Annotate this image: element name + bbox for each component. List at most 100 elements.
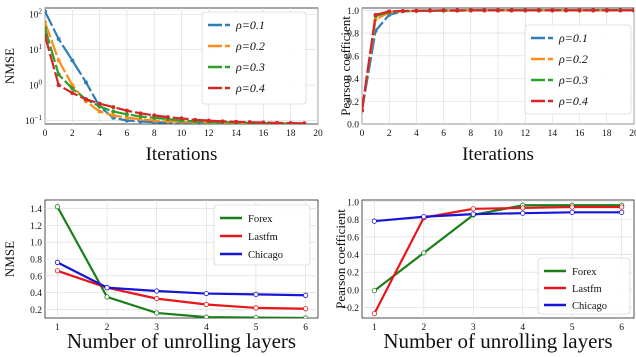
- y-tick-label: 0.8: [30, 256, 42, 266]
- data-point-0-2: [124, 115, 129, 120]
- data-point-lastfm: [154, 296, 160, 302]
- data-point-forex: [104, 294, 110, 300]
- data-point-0-4: [302, 121, 307, 124]
- data-point-0-4: [400, 8, 405, 13]
- x-tick-label: 5: [254, 323, 259, 333]
- legend-label-0-3: ρ=0.3: [235, 60, 265, 74]
- data-point-chicago: [470, 211, 476, 217]
- x-tick-label: 2: [105, 323, 110, 333]
- data-point-0-4: [482, 8, 487, 13]
- y-tick-base: 10: [29, 46, 39, 56]
- y-tick-label: 0.4: [347, 251, 359, 261]
- y-tick-exponent: 1: [39, 43, 43, 51]
- y-tick-exponent: 0: [39, 79, 43, 87]
- data-point-0-4: [509, 8, 514, 13]
- data-point-0-4: [455, 8, 460, 13]
- y-tick-label: 1.4: [30, 205, 42, 215]
- series-line-forex: [373, 204, 622, 292]
- x-tick-label: 2: [387, 129, 392, 139]
- x-tick-label: 6: [441, 129, 446, 139]
- data-point-chicago: [619, 209, 625, 215]
- series-line-chicago: [374, 211, 622, 223]
- data-point-0-4: [97, 101, 102, 106]
- y-axis-label: NMSE: [2, 48, 17, 84]
- chart-nmse-iter: 0 2 4 6 8 10 12 14 16 18 2010210110010−1Iterations…: [2, 7, 323, 165]
- legend-label-0-1: ρ=0.1: [235, 18, 265, 32]
- data-point-0-3: [70, 86, 75, 91]
- legend-label-lastfm: Lastfm: [248, 232, 278, 243]
- y-tick-label: 0.2: [30, 306, 42, 316]
- y-tick-base: 10: [29, 82, 39, 92]
- y-tick-label: 0.0: [347, 121, 359, 131]
- legend-label-forex: Forex: [572, 267, 597, 278]
- legend-box: [524, 24, 632, 115]
- data-point-0-4: [165, 115, 170, 120]
- data-point-chicago: [54, 259, 61, 265]
- data-point-lastfm: [302, 306, 309, 312]
- data-point-0-2: [45, 20, 47, 25]
- series-line-lastfm: [373, 205, 622, 315]
- data-point-forex: [421, 250, 427, 256]
- data-point-chicago: [520, 210, 526, 216]
- x-tick-label: 5: [570, 323, 575, 333]
- data-point-0-4: [362, 108, 364, 113]
- series-line-forex: [56, 206, 306, 318]
- x-axis-label: Iterations: [462, 144, 534, 165]
- data-point-lastfm: [371, 310, 377, 317]
- y-tick-label: 0.4: [347, 75, 359, 85]
- x-axis-label: Iterations: [146, 144, 218, 165]
- x-tick-label: 10: [493, 129, 503, 139]
- x-tick-label: 20: [629, 129, 636, 139]
- y-tick-base: 10: [29, 11, 39, 21]
- x-tick-label: 2: [421, 323, 426, 333]
- legend-label-0-4: ρ=0.4: [558, 94, 588, 108]
- x-tick-label: 2: [70, 129, 75, 139]
- data-point-0-4: [387, 9, 392, 14]
- x-tick-label: 4: [414, 129, 419, 139]
- data-point-lastfm: [54, 268, 61, 274]
- data-point-forex: [371, 288, 377, 294]
- series-line-lastfm: [57, 269, 306, 310]
- y-tick-label: 0.8: [347, 216, 359, 226]
- legend-label-chicago: Chicago: [248, 250, 283, 261]
- legend: ρ=0.1 ρ=0.2 ρ=0.3 ρ=0.4: [524, 24, 632, 115]
- legend-label-0-4: ρ=0.4: [235, 81, 265, 95]
- y-tick-label: 0.2: [347, 269, 359, 279]
- x-tick-label: 16: [259, 129, 269, 139]
- legend-box: [201, 11, 307, 105]
- x-tick-label: 16: [575, 129, 585, 139]
- x-tick-label: 20: [313, 129, 323, 139]
- x-tick-label: 10: [177, 129, 187, 139]
- data-point-0-4: [591, 8, 596, 13]
- x-tick-label: 6: [303, 323, 308, 333]
- data-point-0-4: [373, 12, 378, 17]
- series-line-0-4: [45, 35, 305, 124]
- legend-label-0-2: ρ=0.2: [235, 39, 265, 53]
- data-point-0-4: [124, 108, 129, 113]
- data-point-lastfm: [253, 305, 259, 311]
- data-point-0-4: [632, 8, 634, 13]
- y-tick-label: 1.2: [30, 222, 42, 232]
- x-tick-label: 4: [520, 323, 525, 333]
- data-point-0-2: [56, 58, 61, 63]
- y-tick-label: 0.8: [347, 30, 359, 40]
- y-tick-label: 1.0: [347, 198, 359, 208]
- data-point-chicago: [104, 285, 110, 291]
- data-point-0-4: [193, 117, 198, 122]
- y-tick-label: 10−1: [25, 114, 42, 127]
- data-point-0-4: [83, 97, 88, 102]
- data-point-forex: [54, 204, 61, 210]
- data-point-0-4: [618, 8, 623, 13]
- legend: Forex Lastfm Chicago: [537, 257, 631, 315]
- data-point-0-1: [83, 80, 88, 85]
- legend-label-0-3: ρ=0.3: [558, 73, 588, 87]
- data-point-0-4: [495, 8, 500, 13]
- data-point-lastfm: [203, 301, 209, 308]
- data-point-forex: [154, 310, 160, 316]
- y-axis-label: Pearson coefficient: [333, 209, 348, 309]
- legend-label-lastfm: Lastfm: [572, 284, 602, 295]
- legend-box: [213, 204, 311, 266]
- y-tick-label: 102: [29, 8, 43, 21]
- x-tick-label: 8: [152, 129, 157, 139]
